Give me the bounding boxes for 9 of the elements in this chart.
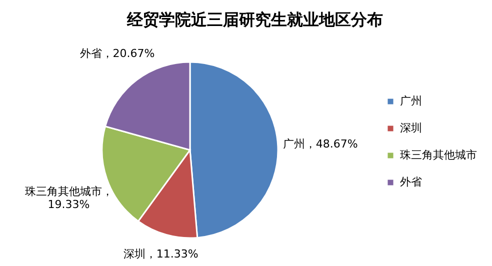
data-label: 珠三角其他城市，19.33% [24, 185, 113, 212]
legend-label: 广州 [400, 94, 422, 108]
legend-label: 外省 [400, 176, 422, 188]
legend-label: 深圳 [400, 122, 422, 134]
legend-label: 珠三角其他城市 [400, 148, 477, 162]
data-label: 深圳，11.33% [123, 248, 198, 261]
chart-title: 经贸学院近三届研究生就业地区分布 [126, 10, 383, 29]
data-label: 外省，20.67% [80, 47, 155, 60]
data-label: 广州，48.67% [282, 138, 358, 151]
